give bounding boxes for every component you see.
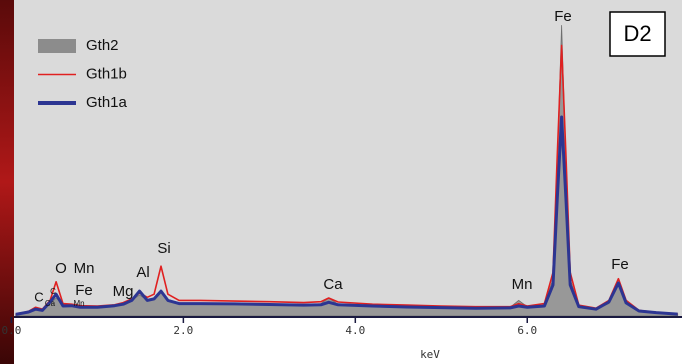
peak-label: Ca [323,276,343,293]
panel-label: D2 [623,21,651,46]
legend-label: Gth2 [86,37,119,54]
peak-label: Al [136,264,149,281]
x-tick-label: 6.0 [517,324,537,337]
peak-label: Mn [73,299,84,308]
side-image [0,0,14,364]
legend-label: Gth1a [86,94,128,111]
peak-label: Fe [554,8,572,25]
peak-label: Ca [45,299,56,308]
legend-swatch [38,39,76,53]
x-axis-label: keV [420,348,440,361]
peak-label: Fe [611,256,629,273]
spectrum-line [15,115,678,316]
peak-label: Mn [512,276,533,293]
x-tick-label: 4.0 [345,324,365,337]
series-layer [15,25,679,317]
peak-label: Si [157,240,170,257]
peak-label: C [34,289,43,304]
legend: Gth2 Gth1b Gth1a [38,37,128,111]
peak-label: C [50,287,56,296]
x-tick-label: 2.0 [173,324,193,337]
legend-label: Gth1b [86,65,127,82]
peak-label: O [55,260,67,277]
peak-label: Mn [74,260,95,277]
spectrum-line [15,44,678,316]
peak-label: Mg [113,283,134,300]
panel-label-box [609,11,666,57]
x-tick-label: 0.0 [1,324,21,337]
peak-label: Fe [75,282,93,299]
